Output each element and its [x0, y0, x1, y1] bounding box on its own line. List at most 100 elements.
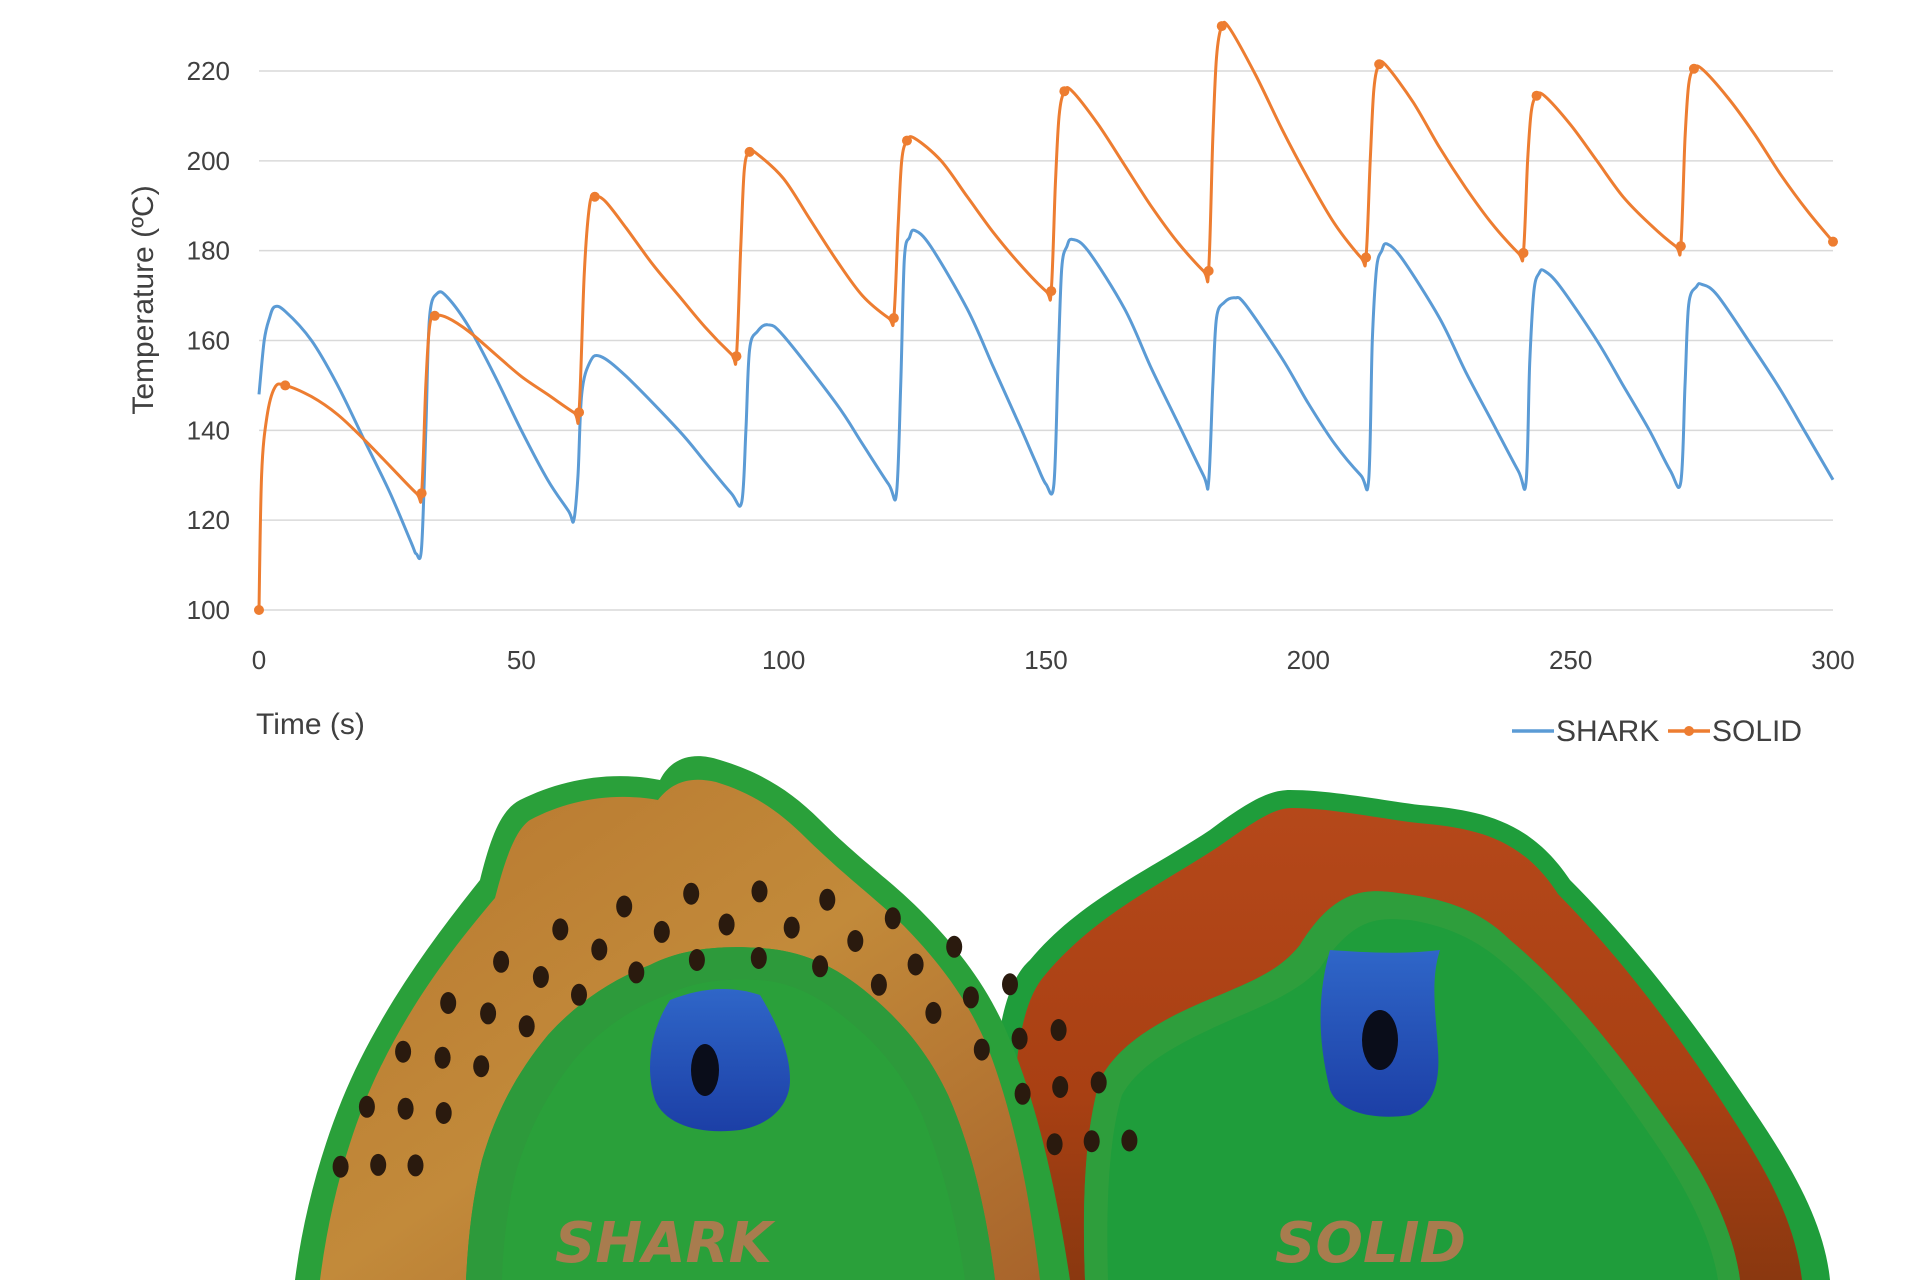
vent-hole-44: [1046, 1133, 1063, 1156]
series-point-solid-13: [1216, 21, 1227, 32]
series-point-solid-8: [888, 313, 899, 324]
x-tick-150: 150: [1024, 645, 1067, 675]
y-tick-160: 160: [187, 326, 230, 356]
legend-label-shark: SHARK: [1556, 715, 1659, 748]
vent-hole-13: [1050, 1019, 1067, 1041]
x-tick-200: 200: [1287, 645, 1330, 675]
series-point-solid-7: [744, 146, 755, 157]
vent-hole-21: [591, 938, 608, 961]
solid-label: SOLID: [1275, 1211, 1466, 1276]
vent-hole-41: [925, 1001, 942, 1024]
shark-disc-mount-tab: [650, 988, 790, 1132]
series-point-solid-0: [254, 605, 264, 615]
vent-hole-11: [946, 935, 963, 958]
vent-hole-20: [532, 966, 549, 988]
y-tick-100: 100: [187, 595, 230, 625]
vent-hole-42: [973, 1038, 990, 1061]
y-tick-180: 180: [187, 236, 230, 266]
solid-disc-mount-hole: [1362, 1010, 1398, 1070]
vent-hole-31: [407, 1154, 424, 1177]
temperature-chart: 100 120 140 160 180 200 220 0 50 100 150 200 250 300…: [127, 20, 1855, 748]
y-tick-labels: 100 120 140 160 180 200 220: [187, 56, 230, 625]
series-point-solid-14: [1361, 252, 1372, 263]
series-point-solid-16: [1518, 247, 1529, 258]
vent-hole-9: [819, 888, 836, 911]
series-point-solid-10: [1046, 286, 1057, 297]
series-point-solid-6: [731, 351, 742, 362]
x-tick-250: 250: [1549, 645, 1592, 675]
vent-hole-27: [962, 986, 979, 1009]
vent-hole-26: [907, 953, 924, 976]
vent-hole-1: [358, 1095, 375, 1118]
series-line-solid: [257, 20, 1835, 611]
legend-marker-solid: [1684, 726, 1694, 736]
y-tick-220: 220: [187, 56, 230, 86]
series-lines: [257, 20, 1835, 611]
vent-hole-25: [847, 930, 864, 952]
shark-disc-mount-hole: [691, 1044, 719, 1096]
y-tick-200: 200: [187, 146, 230, 176]
series-line-shark: [257, 228, 1835, 560]
vent-hole-7: [683, 882, 700, 905]
vent-hole-38: [750, 947, 767, 969]
series-point-solid-17: [1531, 90, 1542, 101]
vent-hole-39: [812, 955, 829, 978]
series-point-solid-18: [1675, 241, 1686, 252]
series-markers: [254, 21, 1838, 615]
legend-label-solid: SOLID: [1712, 715, 1802, 748]
shark-disc-inner-ring: [466, 947, 995, 1280]
series-point-solid-12: [1203, 265, 1214, 276]
solid-disc-hot-band: [1013, 808, 1802, 1280]
vent-hole-40: [870, 973, 887, 996]
shark-disc-hot-band: [320, 779, 1040, 1280]
series-point-solid-15: [1374, 59, 1385, 70]
vent-hole-22: [653, 920, 670, 943]
shark-disc-render: SHARK: [295, 756, 1138, 1280]
vent-hole-28: [1011, 1027, 1028, 1050]
vent-hole-8: [751, 880, 768, 903]
vent-hole-19: [480, 1002, 497, 1025]
vent-hole-43: [1014, 1082, 1031, 1105]
legend: SHARK SOLID: [1512, 715, 1802, 748]
y-tick-120: 120: [187, 505, 230, 535]
vent-hole-29: [1052, 1076, 1069, 1098]
vent-hole-5: [552, 918, 569, 941]
vent-hole-23: [718, 913, 735, 936]
vent-hole-0: [332, 1155, 349, 1178]
y-axis-title: Temperature (ºC): [127, 185, 160, 414]
shark-label: SHARK: [555, 1211, 776, 1276]
x-axis-title: Time (s): [256, 708, 365, 741]
series-point-solid-4: [574, 407, 585, 418]
x-tick-labels: 0 50 100 150 200 250 300: [252, 645, 1855, 675]
vent-hole-6: [616, 895, 633, 918]
vent-hole-4: [493, 950, 510, 973]
vent-hole-35: [571, 983, 587, 1006]
vent-hole-33: [473, 1055, 490, 1078]
series-point-solid-19: [1688, 63, 1699, 74]
series-point-solid-11: [1059, 86, 1070, 97]
vent-hole-2: [395, 1040, 412, 1063]
series-point-solid-3: [429, 310, 440, 321]
vent-hole-37: [688, 949, 705, 971]
vent-hole-17: [397, 1097, 414, 1120]
vent-hole-34: [518, 1015, 535, 1038]
x-tick-50: 50: [507, 645, 536, 675]
x-tick-300: 300: [1811, 645, 1854, 675]
solid-disc-inner-edge: [1083, 891, 1740, 1280]
vent-hole-32: [435, 1102, 452, 1124]
shark-disc-vent-holes: [332, 880, 1138, 1178]
vent-hole-18: [434, 1046, 451, 1069]
vent-hole-15: [1121, 1129, 1138, 1152]
vent-hole-14: [1090, 1071, 1107, 1094]
series-point-solid-5: [589, 191, 600, 202]
vent-hole-36: [628, 961, 645, 984]
solid-disc-render: SOLID: [993, 790, 1830, 1280]
vent-hole-10: [884, 907, 901, 930]
vent-hole-12: [1002, 973, 1018, 996]
x-tick-100: 100: [762, 645, 805, 675]
x-tick-0: 0: [252, 645, 266, 675]
y-tick-140: 140: [187, 415, 230, 445]
vent-hole-16: [370, 1153, 387, 1176]
